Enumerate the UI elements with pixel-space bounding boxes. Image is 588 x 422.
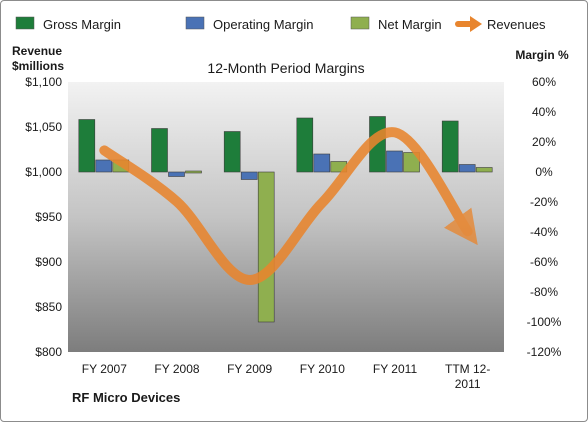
revenue-line bbox=[99, 127, 478, 286]
bar-gross-margin bbox=[78, 119, 96, 173]
legend-item-revenues: Revenues bbox=[455, 16, 546, 32]
bar-gross-margin bbox=[223, 131, 241, 173]
source-label: RF Micro Devices bbox=[72, 390, 180, 405]
legend-item-net-margin: Net Margin bbox=[350, 16, 442, 32]
bar-net-margin bbox=[185, 170, 202, 174]
legend-item-gross-margin: Gross Margin bbox=[15, 16, 121, 32]
left-tick-label: $1,100 bbox=[25, 75, 62, 89]
category-label: FY 2008 bbox=[154, 362, 199, 376]
left-tick-label: $1,000 bbox=[25, 165, 62, 179]
right-axis: -120% -100% -80% -60% -40% -20% 0% 20% 40% 60% bbox=[527, 75, 562, 359]
left-tick-label: $1,050 bbox=[25, 120, 62, 134]
right-tick-label: 60% bbox=[532, 75, 556, 89]
legend-swatch bbox=[350, 16, 370, 30]
right-tick-label: 0% bbox=[535, 165, 553, 179]
bar-gross-margin bbox=[441, 120, 459, 173]
left-axis-title: Revenue bbox=[12, 44, 62, 58]
category-label: FY 2010 bbox=[300, 362, 345, 376]
right-tick-label: -120% bbox=[527, 345, 562, 359]
legend: Gross Margin Operating Margin Net Margin Re… bbox=[15, 16, 546, 32]
category-label: FY 2009 bbox=[227, 362, 272, 376]
left-tick-label: $900 bbox=[35, 255, 62, 269]
bar-operating-margin bbox=[458, 164, 476, 173]
right-tick-label: -20% bbox=[530, 195, 558, 209]
legend-label: Gross Margin bbox=[43, 17, 121, 32]
left-tick-label: $850 bbox=[35, 300, 62, 314]
legend-arrow-swatch bbox=[470, 16, 482, 32]
left-tick-label: $800 bbox=[35, 345, 62, 359]
left-axis-title: $millions bbox=[12, 59, 64, 73]
bar-operating-margin bbox=[313, 153, 331, 173]
right-tick-label: 40% bbox=[532, 105, 556, 119]
revenue-line-group bbox=[99, 127, 478, 286]
plot-area bbox=[68, 82, 504, 352]
right-tick-label: -40% bbox=[530, 225, 558, 239]
chart-texts: 12-Month Period Margins Margin % RF Micr… bbox=[72, 48, 569, 405]
legend-label: Revenues bbox=[487, 17, 546, 32]
bar-gross-margin bbox=[296, 117, 314, 173]
category-label: FY 2007 bbox=[82, 362, 127, 376]
bar-operating-margin bbox=[386, 150, 403, 173]
legend-label: Operating Margin bbox=[213, 17, 313, 32]
bar-operating-margin bbox=[240, 171, 258, 180]
legend-swatch bbox=[15, 16, 35, 30]
bar-net-margin bbox=[257, 171, 275, 323]
left-tick-label: $950 bbox=[35, 210, 62, 224]
bar-operating-margin bbox=[95, 159, 113, 173]
bar-net-margin bbox=[403, 152, 420, 173]
bar-operating-margin bbox=[168, 171, 185, 177]
legend-label: Net Margin bbox=[378, 17, 442, 32]
legend-item-operating-margin: Operating Margin bbox=[185, 16, 313, 32]
category-label: FY 2011 bbox=[373, 362, 418, 376]
right-tick-label: 20% bbox=[532, 135, 556, 149]
right-axis-title: Margin % bbox=[515, 48, 569, 62]
right-tick-label: -60% bbox=[530, 255, 558, 269]
bars bbox=[78, 116, 493, 323]
category-label: TTM 12- bbox=[445, 362, 490, 376]
left-axis: Revenue$millions $800 $850 $900 $950 $1,000 $1… bbox=[12, 44, 64, 359]
right-tick-label: -80% bbox=[530, 285, 558, 299]
bar-gross-margin bbox=[151, 128, 168, 173]
bar-net-margin bbox=[475, 167, 493, 173]
category-axis: FY 2007 FY 2008 FY 2009 FY 2010 FY 2011 TTM 1… bbox=[82, 362, 491, 391]
chart-title: 12-Month Period Margins bbox=[207, 60, 364, 76]
category-label: 2011 bbox=[455, 377, 481, 391]
legend-swatch bbox=[185, 16, 205, 30]
right-tick-label: -100% bbox=[527, 315, 562, 329]
